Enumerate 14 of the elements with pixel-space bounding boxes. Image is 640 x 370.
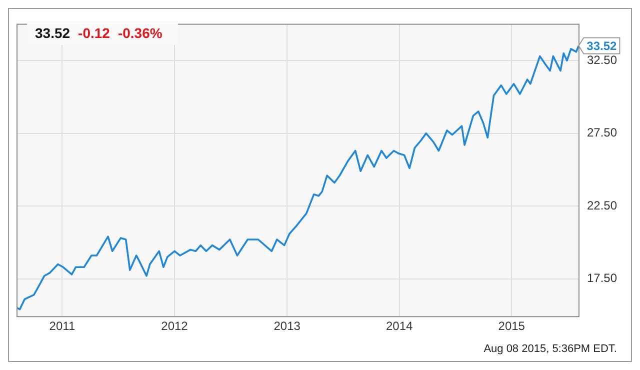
annotation: 33.52 bbox=[586, 39, 618, 54]
x-tick-label: 2011 bbox=[49, 319, 76, 334]
annotation: -0.36% bbox=[118, 25, 162, 41]
text: Aug 08 2015, 5:36PM EDT. bbox=[484, 343, 617, 355]
y-tick-label: 32.50 bbox=[586, 52, 618, 67]
y-tick-label: 17.50 bbox=[586, 271, 618, 286]
y-tick-label: 27.50 bbox=[586, 126, 618, 140]
chart-title: 33.52 bbox=[35, 25, 70, 41]
annotation: -0.12 bbox=[78, 25, 110, 41]
x-tick-label: 2012 bbox=[161, 319, 188, 334]
y-tick-label: 22.50 bbox=[586, 198, 618, 212]
x-tick-label: 2014 bbox=[386, 319, 414, 334]
x-tick-label: 2013 bbox=[274, 319, 301, 334]
x-tick-label: 2015 bbox=[498, 319, 526, 334]
